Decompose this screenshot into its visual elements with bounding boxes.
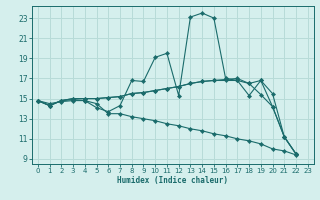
X-axis label: Humidex (Indice chaleur): Humidex (Indice chaleur)	[117, 176, 228, 185]
